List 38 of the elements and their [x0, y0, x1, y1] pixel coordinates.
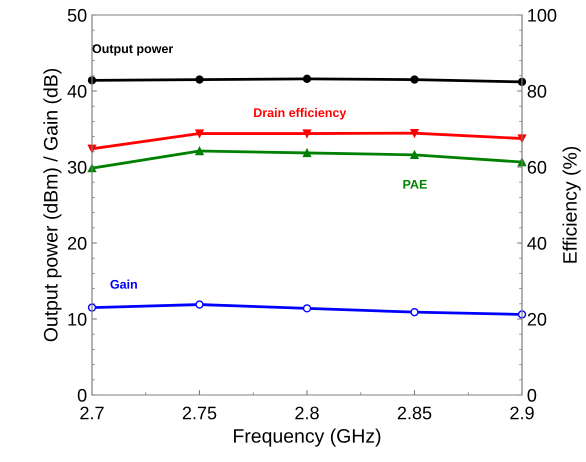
point: [410, 308, 419, 316]
point: [410, 75, 419, 84]
x-axis-title: Frequency (GHz): [234, 428, 380, 447]
series-label: Output power: [92, 44, 174, 56]
point: [195, 146, 204, 156]
point: [88, 144, 96, 153]
point: [302, 148, 312, 158]
y-tick-label: 50: [68, 8, 86, 22]
point: [410, 129, 419, 138]
y-tick-label: 20: [68, 236, 86, 250]
point: [88, 164, 96, 172]
y2-axis-title: Efficiency (%): [562, 146, 581, 263]
x-tick-label: 2.7: [80, 406, 104, 420]
point: [410, 150, 419, 160]
y-tick-label: 40: [67, 84, 86, 98]
x-tick-label: 2.75: [182, 406, 216, 420]
y2-tick-label: 40: [527, 236, 546, 250]
x-tick-label: 2.85: [398, 406, 432, 420]
point: [195, 75, 204, 84]
y-tick-label: 30: [68, 160, 86, 174]
y-tick-label: 10: [68, 312, 86, 326]
series-label: PAE: [403, 180, 427, 189]
point: [302, 304, 312, 313]
series-label: Gain: [110, 280, 137, 289]
point: [195, 300, 204, 309]
y2-tick-label: 100: [528, 8, 556, 22]
y-axis-title: Output power (dBm) / Gain (dB): [43, 68, 62, 342]
y2-tick-label: 80: [528, 84, 546, 98]
x-tick-label: 2.9: [510, 406, 534, 420]
y-tick-label: 0: [78, 388, 86, 402]
series-label: Drain efficiency: [254, 108, 346, 120]
x-tick-label: 2.8: [295, 406, 319, 420]
y2-tick-label: 60: [528, 160, 546, 174]
point: [302, 129, 312, 138]
point: [302, 74, 312, 84]
y2-tick-label: 0: [528, 388, 536, 402]
point: [195, 129, 204, 138]
y2-tick-label: 20: [528, 312, 546, 326]
